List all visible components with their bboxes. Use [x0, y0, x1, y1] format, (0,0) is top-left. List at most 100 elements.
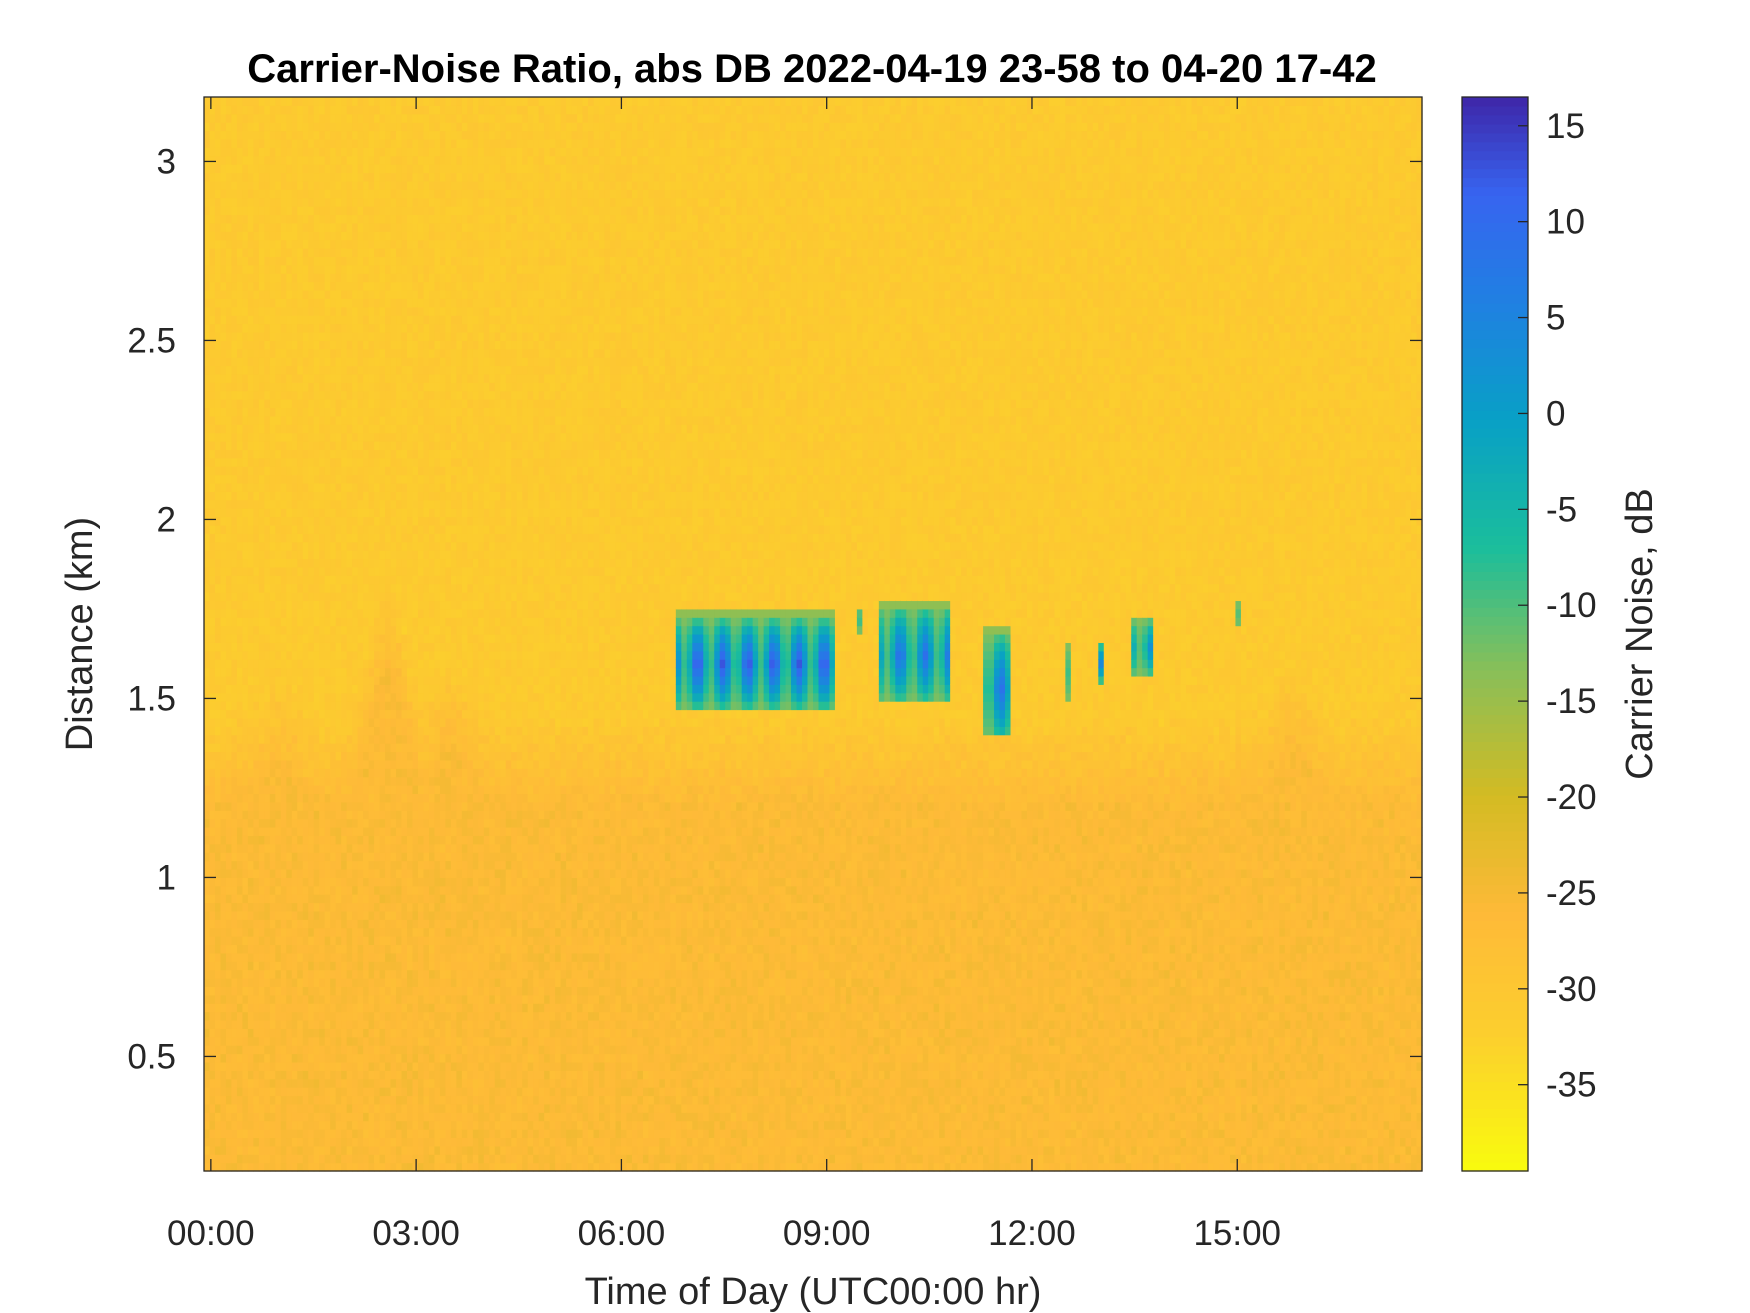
heatmap-cell	[297, 433, 303, 442]
heatmap-cell	[352, 105, 358, 114]
heatmap-cell	[253, 877, 259, 886]
heatmap-cell	[396, 433, 402, 442]
heatmap-cell	[402, 668, 408, 677]
heatmap-cell	[297, 332, 303, 341]
heatmap-cell	[303, 760, 309, 769]
heatmap-cell	[391, 550, 397, 559]
heatmap-cell	[264, 861, 270, 870]
heatmap-cell	[369, 424, 375, 433]
heatmap-cell	[253, 307, 259, 316]
heatmap-cell	[253, 1037, 259, 1046]
heatmap-cell	[402, 718, 408, 727]
heatmap-cell	[363, 508, 369, 517]
heatmap-cell	[380, 567, 386, 576]
heatmap-cell	[325, 399, 331, 408]
heatmap-cell	[292, 265, 298, 274]
heatmap-cell	[253, 433, 259, 442]
heatmap-cell	[253, 827, 259, 836]
heatmap-cell	[220, 1146, 226, 1155]
heatmap-cell	[347, 156, 353, 165]
heatmap-cell	[341, 1087, 347, 1096]
heatmap-cell	[330, 693, 336, 702]
heatmap-cell	[358, 131, 364, 140]
heatmap-cell	[369, 575, 375, 584]
heatmap-cell	[358, 1121, 364, 1130]
heatmap-cell	[220, 307, 226, 316]
heatmap-cell	[308, 676, 314, 685]
heatmap-cell	[275, 642, 281, 651]
heatmap-cell	[281, 1003, 287, 1012]
heatmap-cell	[319, 1095, 325, 1104]
heatmap-cell	[325, 936, 331, 945]
heatmap-cell	[369, 642, 375, 651]
heatmap-cell	[341, 416, 347, 425]
heatmap-cell	[319, 231, 325, 240]
heatmap-cell	[303, 844, 309, 853]
heatmap-cell	[330, 835, 336, 844]
heatmap-cell	[402, 953, 408, 962]
heatmap-cell	[325, 793, 331, 802]
heatmap-cell	[259, 273, 265, 282]
heatmap-cell	[352, 1163, 358, 1172]
heatmap-cell	[374, 231, 380, 240]
heatmap-cell	[308, 777, 314, 786]
heatmap-cell	[286, 785, 292, 794]
heatmap-cell	[259, 584, 265, 593]
heatmap-cell	[396, 449, 402, 458]
heatmap-cell	[204, 911, 210, 920]
heatmap-cell	[396, 525, 402, 534]
heatmap-cell	[358, 1028, 364, 1037]
heatmap-cell	[380, 970, 386, 979]
heatmap-cell	[292, 970, 298, 979]
heatmap-cell	[352, 701, 358, 710]
heatmap-cell	[352, 651, 358, 660]
heatmap-cell	[352, 265, 358, 274]
heatmap-cell	[347, 986, 353, 995]
heatmap-cell	[286, 1079, 292, 1088]
heatmap-cell	[220, 793, 226, 802]
heatmap-cell	[396, 441, 402, 450]
heatmap-cell	[336, 986, 342, 995]
heatmap-cell	[237, 139, 243, 148]
heatmap-cell	[347, 575, 353, 584]
heatmap-cell	[215, 751, 221, 760]
heatmap-cell	[308, 1020, 314, 1029]
heatmap-cell	[352, 1129, 358, 1138]
heatmap-cell	[369, 1028, 375, 1037]
heatmap-cell	[286, 424, 292, 433]
heatmap-cell	[352, 944, 358, 953]
heatmap-cell	[237, 877, 243, 886]
heatmap-cell	[336, 1062, 342, 1071]
heatmap-cell	[325, 1163, 331, 1172]
heatmap-cell	[352, 1121, 358, 1130]
heatmap-cell	[253, 391, 259, 400]
heatmap-cell	[292, 349, 298, 358]
heatmap-cell	[391, 911, 397, 920]
heatmap-cell	[319, 399, 325, 408]
heatmap-cell	[253, 525, 259, 534]
heatmap-cell	[253, 298, 259, 307]
heatmap-cell	[253, 852, 259, 861]
heatmap-cell	[253, 953, 259, 962]
heatmap-cell	[248, 877, 254, 886]
heatmap-cell	[259, 953, 265, 962]
heatmap-cell	[369, 886, 375, 895]
heatmap-cell	[264, 273, 270, 282]
heatmap-cell	[308, 584, 314, 593]
heatmap-cell	[407, 676, 413, 685]
heatmap-cell	[396, 114, 402, 123]
heatmap-cell	[412, 676, 418, 685]
heatmap-cell	[358, 600, 364, 609]
heatmap-cell	[319, 407, 325, 416]
heatmap-cell	[242, 173, 248, 182]
heatmap-cell	[314, 458, 320, 467]
heatmap-cell	[336, 231, 342, 240]
heatmap-cell	[270, 642, 276, 651]
heatmap-cell	[391, 768, 397, 777]
heatmap-cell	[314, 1163, 320, 1172]
heatmap-cell	[297, 181, 303, 190]
heatmap-cell	[369, 198, 375, 207]
heatmap-cell	[242, 349, 248, 358]
heatmap-cell	[215, 1020, 221, 1029]
heatmap-cell	[292, 835, 298, 844]
